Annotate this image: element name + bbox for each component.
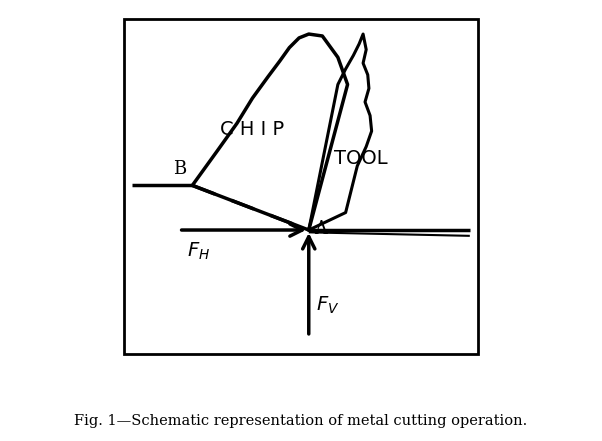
Text: C H I P: C H I P xyxy=(220,120,285,138)
Bar xyxy=(125,19,477,354)
Text: $F_H$: $F_H$ xyxy=(187,241,209,262)
Text: Fig. 1—Schematic representation of metal cutting operation.: Fig. 1—Schematic representation of metal… xyxy=(75,414,527,428)
Text: $F_V$: $F_V$ xyxy=(315,295,339,316)
Text: A: A xyxy=(315,220,327,238)
Text: B: B xyxy=(173,160,187,178)
Text: TOOL: TOOL xyxy=(334,149,388,168)
